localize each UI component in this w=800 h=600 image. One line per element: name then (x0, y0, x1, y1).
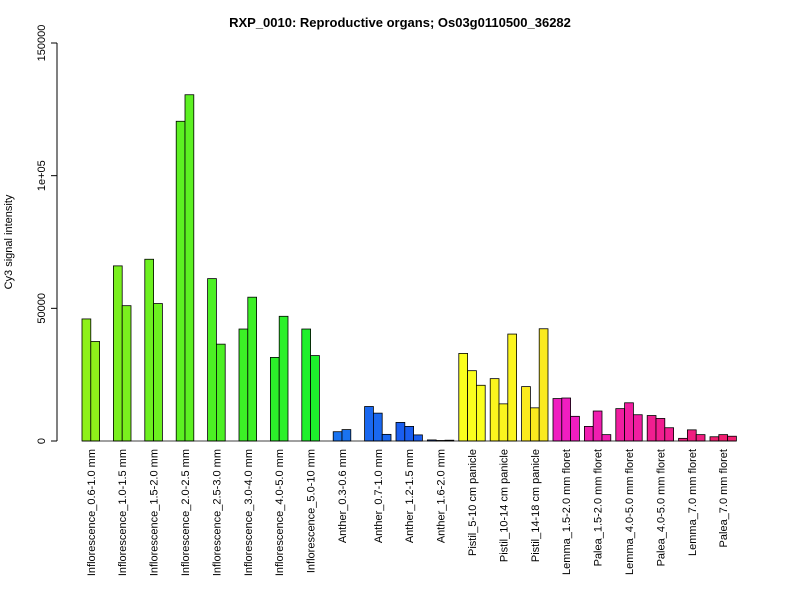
bar (552, 398, 563, 442)
bar (413, 434, 423, 442)
bar (498, 403, 509, 442)
bar (207, 278, 217, 442)
y-axis: 0 50000 1e+05 150000 (36, 25, 58, 444)
x-tick-label: Inflorescence_2.5-3.0 mm (211, 449, 223, 576)
x-tick-label: Inflorescence_0.6-1.0 mm (86, 449, 98, 576)
bar (601, 434, 612, 442)
bar (184, 94, 195, 442)
bar (341, 429, 352, 442)
bar (718, 434, 728, 442)
bar (310, 355, 320, 442)
y-tick-label: 150000 (36, 25, 48, 62)
bar (175, 120, 186, 442)
bar (301, 328, 311, 442)
bar (646, 415, 657, 442)
bar (561, 397, 571, 442)
bar (458, 353, 468, 442)
x-tick-label: Anther_0.7-1.0 mm (373, 449, 385, 543)
bar (153, 303, 163, 442)
bar (727, 435, 737, 442)
bar (247, 296, 258, 442)
x-axis-labels: Inflorescence_0.6-1.0 mm Inflorescence_1.… (86, 449, 730, 576)
bar (381, 433, 392, 442)
x-tick-label: Inflorescence_1.5-2.0 mm (149, 449, 161, 576)
x-tick-label: Lemma_7.0 mm floret (687, 449, 699, 556)
bar (395, 422, 406, 442)
bars-group (81, 94, 737, 442)
bar (90, 341, 101, 442)
x-tick-label: Lemma_1.5-2.0 mm floret (561, 449, 573, 575)
bar (467, 370, 477, 442)
x-tick-label: Palea_7.0 mm floret (718, 449, 730, 547)
bar (489, 378, 500, 442)
bar (144, 258, 155, 442)
x-tick-label: Palea_4.0-5.0 mm floret (655, 449, 667, 566)
bar (570, 415, 580, 442)
x-tick-label: Inflorescence_5.0-10 mm (306, 449, 318, 573)
bar (507, 333, 517, 442)
y-tick-label: 50000 (36, 293, 48, 324)
bar (530, 407, 540, 442)
bar (538, 328, 549, 442)
bar (695, 434, 706, 442)
bar (278, 315, 289, 442)
bar (633, 414, 643, 442)
bar (372, 412, 383, 442)
bar (655, 418, 666, 442)
x-tick-label: Palea_1.5-2.0 mm floret (593, 449, 605, 566)
bar (521, 386, 531, 442)
y-tick-label: 0 (36, 438, 48, 444)
bar (332, 431, 343, 442)
chart-title: RXP_0010: Reproductive organs; Os03g0110… (229, 15, 571, 30)
bar (664, 427, 674, 442)
bar (404, 426, 414, 442)
bar (475, 384, 486, 442)
y-axis-label: Cy3 signal intensity (3, 194, 15, 289)
bar (709, 436, 720, 442)
bar (269, 357, 280, 442)
x-tick-label: Inflorescence_4.0-5.0 mm (274, 449, 286, 576)
bar (624, 402, 634, 442)
bar (81, 318, 92, 442)
x-tick-label: Lemma_4.0-5.0 mm floret (624, 449, 636, 575)
x-tick-label: Anther_1.2-1.5 mm (404, 449, 416, 543)
bar (364, 406, 374, 442)
bar (215, 343, 226, 442)
x-tick-label: Pistil_5-10 cm panicle (467, 449, 479, 556)
bar (592, 410, 603, 442)
x-tick-label: Pistil_14-18 cm panicle (530, 449, 542, 562)
bar (238, 328, 249, 442)
bar (687, 429, 697, 442)
x-tick-label: Inflorescence_2.0-2.5 mm (180, 449, 192, 576)
bar (113, 265, 123, 442)
x-tick-label: Inflorescence_3.0-4.0 mm (243, 449, 255, 576)
x-tick-label: Pistil_10-14 cm panicle (498, 449, 510, 562)
y-tick-label: 1e+05 (36, 160, 48, 191)
x-tick-label: Anther_1.6-2.0 mm (436, 449, 448, 543)
x-tick-label: Inflorescence_1.0-1.5 mm (117, 449, 129, 576)
bar (121, 305, 132, 442)
bar (584, 426, 594, 442)
x-tick-label: Anther_0.3-0.6 mm (337, 449, 349, 543)
bar (615, 408, 625, 442)
